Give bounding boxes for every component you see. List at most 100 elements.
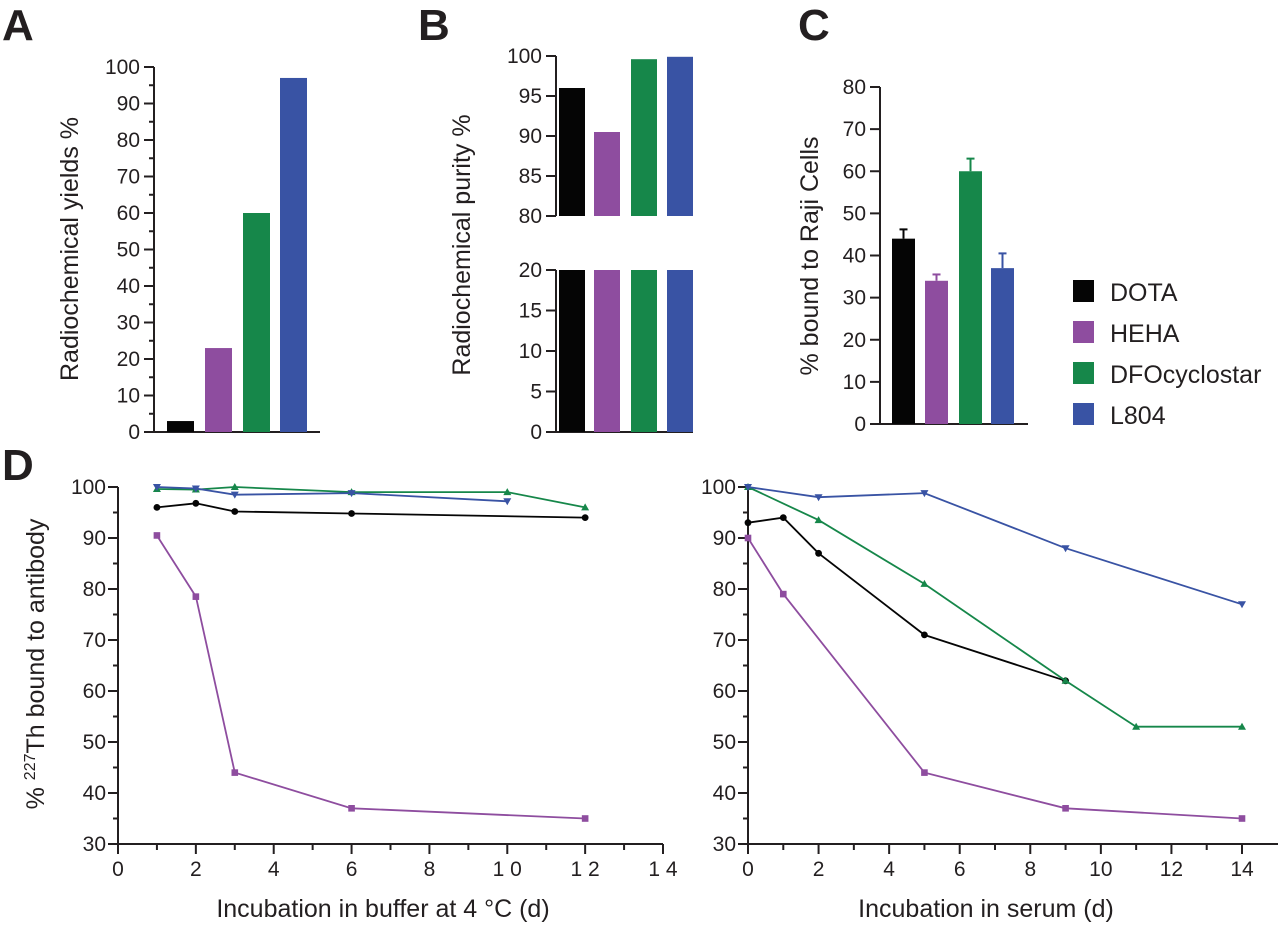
panel-b-bar-lower-l804 — [667, 270, 693, 432]
panel-a-y-tick-label: 100 — [105, 56, 140, 79]
panel-b-bar-lower-heha — [594, 270, 620, 432]
panel-a-y-tick-label: 80 — [117, 129, 140, 152]
panel-d-buffer-point-heha — [348, 805, 355, 812]
panel-a-y-tick-label: 40 — [117, 275, 140, 298]
legend-swatch-dfocyclostar — [1073, 362, 1094, 384]
panel-d-serum-point-l804 — [1061, 545, 1070, 553]
panel-d-serum-x-tick-label: 8 — [1024, 858, 1036, 881]
panel-a-bar-heha — [205, 348, 232, 432]
panel-b-y-tick-label-lower: 5 — [530, 381, 542, 404]
panel-d-serum-point-l804 — [1238, 601, 1246, 609]
panel-d-serum-point-l804 — [814, 494, 823, 502]
legend-swatch-l804 — [1073, 403, 1094, 425]
panel-d-buffer-x-tick-label: 0 — [112, 858, 124, 881]
panel-c-bar-dota — [892, 238, 915, 424]
legend-label-l804: L804 — [1110, 402, 1166, 430]
panel-d-buffer-x-tick-label: 1 4 — [648, 858, 678, 881]
legend: DOTA HEHA DFOcyclostar L804 — [1073, 279, 1261, 430]
panel-b-y-tick-label-lower: 15 — [519, 300, 542, 323]
panel-d-serum-x-tick-label: 2 — [813, 858, 825, 881]
panel-b-y-tick-label-upper: 95 — [519, 85, 542, 108]
panel-d-buffer-y-tick-label: 40 — [83, 782, 106, 805]
panel-d-buffer-x-tick-label: 8 — [424, 858, 436, 881]
y-axis-title-prefix: % — [22, 780, 50, 809]
panel-d-serum-x-tick-label: 4 — [883, 858, 895, 881]
panel-d-serum-point-l804 — [744, 484, 752, 491]
panel-d-serum-point-dota — [815, 549, 822, 557]
panel-d-serum-point-heha — [744, 534, 752, 542]
panel-d-buffer-x-tick-label: 1 2 — [571, 858, 600, 881]
panel-d-serum-y-tick-label: 90 — [713, 527, 736, 550]
panel-c-chart: % bound to Raji Cells 0 10 20 30 40 50 60 70 80 — [796, 76, 1028, 436]
panel-c-y-tick-label: 20 — [843, 329, 866, 352]
panel-a-bar-dota — [167, 421, 194, 432]
panel-d-buffer-y-tick-label: 50 — [83, 731, 106, 754]
panel-d-serum-y-tick-label: 40 — [713, 782, 736, 805]
panel-a-chart: Radiochemical yields % 0 10 20 30 40 50 60 70 80… — [56, 56, 320, 444]
panel-d-serum-y-tick-label: 100 — [701, 476, 736, 499]
panel-a-y-tick-label: 20 — [117, 348, 140, 371]
panel-d-serum-point-heha — [921, 769, 928, 776]
panel-d-buffer-x-tick-label: 6 — [346, 858, 358, 881]
panel-d-buffer-point-l804 — [191, 485, 200, 493]
panel-c-bar-heha — [925, 280, 948, 424]
panel-d-buffer-line-dota — [156, 502, 586, 519]
panel-d-buffer-y-tick-label: 100 — [71, 476, 106, 499]
panel-d-serum-point-heha — [1238, 815, 1246, 822]
panel-b-bar-upper-l804 — [667, 56, 693, 216]
legend-label-heha: HEHA — [1110, 320, 1180, 348]
panel-a-y-axis-title: Radiochemical yields % — [56, 117, 84, 381]
panel-d-serum-point-dfocyclostar — [1061, 676, 1070, 684]
panel-b-chart: Radiochemical purity % 80 85 90 95 100 0 5 10 15… — [448, 45, 693, 444]
panel-d-buffer-point-dfocyclostar — [230, 483, 239, 490]
panel-c-y-tick-label: 10 — [843, 371, 866, 394]
panel-d-serum-y-tick-label: 70 — [713, 629, 736, 652]
panel-b-bar-lower-dfocyclostar — [631, 270, 657, 432]
panel-c-y-tick-label: 30 — [843, 287, 866, 310]
panel-d-serum-line-l804 — [747, 486, 1243, 606]
panel-a-y-tick-label: 90 — [117, 93, 140, 116]
panel-a-y-tick-label: 0 — [128, 421, 140, 444]
panel-d-buffer-line-heha — [156, 535, 586, 820]
panel-c-y-tick-label: 70 — [843, 118, 866, 141]
panel-d-buffer-x-tick-label: 1 0 — [493, 858, 522, 881]
panel-d-serum-x-axis-title: Incubation in serum (d) — [858, 895, 1114, 923]
panel-d-serum-point-dota — [744, 519, 752, 527]
panel-b-y-tick-label-lower: 10 — [519, 340, 542, 363]
panel-d-buffer-point-dota — [348, 510, 355, 517]
panel-d-buffer-y-tick-label: 90 — [83, 527, 106, 550]
panel-d-serum-y-tick-label: 60 — [713, 680, 736, 703]
panel-d-serum-point-dota — [779, 514, 787, 521]
panel-d-buffer-point-l804 — [347, 490, 356, 498]
panel-letter-b: B — [418, 1, 450, 50]
panel-d-buffer-point-heha — [192, 593, 200, 600]
panel-d-serum-point-dfocyclostar — [920, 579, 929, 587]
panel-d-buffer-point-dota — [581, 514, 589, 521]
panel-letter-a: A — [2, 1, 34, 50]
panel-c-bar-l804 — [991, 268, 1014, 424]
panel-d-serum-x-tick-label: 0 — [742, 858, 754, 881]
legend-label-dfocyclostar: DFOcyclostar — [1110, 361, 1261, 389]
panel-d-buffer-point-heha — [153, 532, 161, 539]
panel-d-buffer-y-tick-label: 60 — [83, 680, 106, 703]
panel-c-bar-dfocyclostar — [959, 171, 982, 424]
panel-d-buffer-point-l804 — [152, 484, 161, 491]
panel-b-bar-upper-dfocyclostar — [631, 59, 657, 217]
panel-d-buffer-point-heha — [581, 815, 589, 822]
panel-d-buffer-point-dota — [192, 499, 200, 507]
panel-d-buffer-point-dfocyclostar — [503, 488, 512, 496]
panel-d-serum-point-l804 — [920, 490, 929, 498]
panel-d-serum-y-tick-label: 80 — [713, 578, 736, 601]
panel-a-bar-dfocyclostar — [243, 213, 270, 432]
panel-d-serum-point-dfocyclostar — [1238, 722, 1246, 730]
panel-d-buffer-point-dfocyclostar — [581, 503, 590, 511]
panel-d-buffer-point-l804 — [503, 498, 512, 506]
panel-b-y-tick-label-upper: 90 — [519, 125, 542, 148]
panel-a-y-tick-label: 50 — [117, 239, 140, 262]
panel-d-serum-x-tick-label: 14 — [1230, 858, 1254, 881]
panel-d-serum-point-dfocyclostar — [814, 516, 823, 524]
legend-swatch-heha — [1073, 321, 1094, 343]
panel-letter-c: C — [798, 1, 830, 50]
panel-d-buffer-x-axis-title: Incubation in buffer at 4 °C (d) — [216, 895, 549, 923]
panel-d-serum-point-heha — [779, 590, 787, 598]
